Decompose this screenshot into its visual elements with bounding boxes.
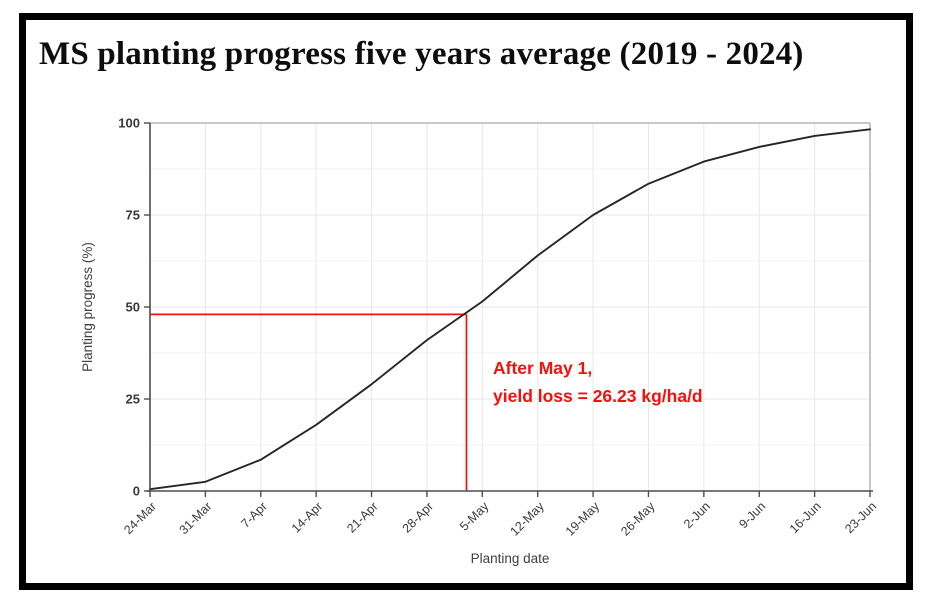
x-tick-label: 14-Apr [289,499,325,535]
y-tick-label: 75 [126,208,140,223]
chart-title: MS planting progress five years average … [39,36,804,72]
outer-frame [19,13,913,590]
y-tick-label: 0 [133,484,140,499]
x-tick-label: 28-Apr [400,499,436,535]
x-tick-label: 2-Jun [681,499,713,531]
y-axis-title: Planting progress (%) [80,242,95,372]
x-tick-label: 19-May [563,499,603,539]
x-tick-label: 9-Jun [736,499,768,531]
x-tick-label: 23-Jun [842,499,879,536]
x-tick-label: 24-Mar [121,499,159,537]
x-tick-label: 12-May [507,499,547,539]
annotation-text-line1: After May 1, [493,358,592,378]
x-tick-label: 31-Mar [177,499,215,537]
annotation-text-line2: yield loss = 26.23 kg/ha/d [493,386,703,406]
x-axis-title: Planting date [471,551,550,566]
x-tick-label: 21-Apr [344,499,380,535]
x-tick-label: 26-May [618,499,658,539]
x-tick-label: 16-Jun [787,499,824,536]
y-tick-label: 25 [126,392,140,407]
x-tick-label: 7-Apr [238,499,270,531]
y-tick-label: 50 [126,300,140,315]
x-tick-label: 5-May [457,499,492,534]
y-tick-label: 100 [118,116,140,131]
progress-line [149,128,871,491]
